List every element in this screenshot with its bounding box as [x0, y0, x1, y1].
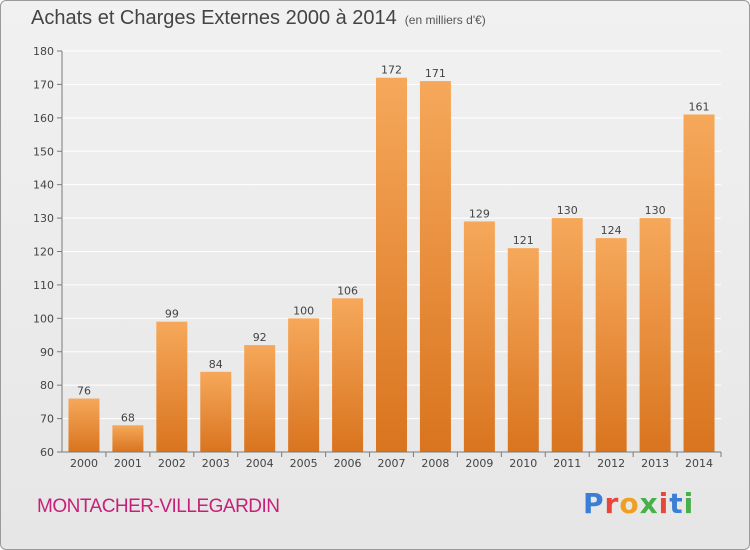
logo-letter: i: [683, 487, 695, 520]
bar-value-label: 129: [469, 207, 490, 220]
logo-letter: t: [669, 487, 684, 520]
y-tick-label: 60: [40, 446, 54, 459]
bar-2001: [112, 425, 144, 452]
y-tick-label: 150: [33, 145, 54, 158]
proxiti-logo[interactable]: Proxiti: [583, 487, 694, 520]
y-tick-label: 120: [33, 246, 54, 259]
x-tick-label: 2010: [509, 457, 537, 470]
bar-value-label: 161: [689, 100, 710, 113]
logo-letter: P: [583, 487, 605, 520]
x-tick-label: 2001: [114, 457, 142, 470]
x-tick-label: 2002: [158, 457, 186, 470]
x-tick-label: 2007: [378, 457, 406, 470]
bar-2005: [288, 318, 320, 452]
bar-2014: [683, 114, 715, 452]
bar-2012: [595, 238, 627, 452]
bar-value-label: 84: [209, 358, 223, 371]
chart-subtitle: (en milliers d'€): [404, 13, 486, 27]
axes: 60 70 80 90 100 110 120 130 140 150 160 170 180 2000 2…: [33, 45, 722, 470]
location-label: MONTACHER-VILLEGARDIN: [37, 496, 280, 517]
bar-value-label: 172: [381, 64, 402, 77]
y-tick-label: 90: [40, 346, 54, 359]
bar-2011: [551, 218, 583, 452]
x-tick-label: 2006: [334, 457, 362, 470]
x-tick-label: 2004: [246, 457, 274, 470]
bar-value-label: 99: [165, 308, 179, 321]
y-tick-label: 130: [33, 212, 54, 225]
x-tick-label: 2014: [685, 457, 713, 470]
bar-value-label: 106: [337, 284, 358, 297]
y-tick-label: 140: [33, 179, 54, 192]
x-tick-label: 2011: [553, 457, 581, 470]
bars: [68, 77, 715, 452]
bar-value-label: 100: [293, 304, 314, 317]
x-tick-label: 2000: [70, 457, 98, 470]
bar-2002: [156, 321, 188, 452]
y-tick-label: 170: [33, 78, 54, 91]
x-tick-label: 2005: [290, 457, 318, 470]
chart-title: Achats et Charges Externes 2000 à 2014 (e…: [31, 7, 486, 30]
bar-value-label: 121: [513, 234, 534, 247]
bar-2006: [332, 298, 364, 452]
bar-value-label: 124: [601, 224, 622, 237]
x-tick-label: 2008: [421, 457, 449, 470]
bar-2007: [376, 77, 407, 452]
bar-2008: [419, 81, 451, 452]
bar-value-label: 130: [557, 204, 578, 217]
y-tick-label: 110: [33, 279, 54, 292]
logo-letter: i: [658, 487, 670, 520]
bar-value-label: 76: [77, 385, 91, 398]
x-tick-label: 2003: [202, 457, 230, 470]
bar-2013: [639, 218, 671, 452]
x-tick-label: 2012: [597, 457, 625, 470]
logo-letter: r: [604, 487, 620, 520]
bar-value-label: 171: [425, 67, 446, 80]
bar-2010: [507, 248, 539, 452]
y-tick-label: 70: [40, 413, 54, 426]
y-tick-label: 160: [33, 112, 54, 125]
data-labels: 76 68 99 84 92 100 106 172 171 129 121 130 124 130 161: [77, 64, 710, 425]
x-tick-label: 2013: [641, 457, 669, 470]
logo-letter: x: [639, 487, 659, 520]
logo-letter: o: [619, 487, 640, 520]
x-tick-label: 2009: [465, 457, 493, 470]
y-tick-label: 100: [33, 312, 54, 325]
y-tick-label: 180: [33, 45, 54, 58]
bar-value-label: 68: [121, 411, 135, 424]
bar-2000: [68, 398, 100, 452]
chart-title-text: Achats et Charges Externes 2000 à 2014: [31, 7, 397, 29]
bar-2009: [463, 221, 495, 452]
bar-value-label: 92: [253, 331, 267, 344]
bar-2003: [200, 371, 232, 452]
bar-2004: [244, 345, 276, 452]
y-tick-label: 80: [40, 379, 54, 392]
bar-value-label: 130: [645, 204, 666, 217]
